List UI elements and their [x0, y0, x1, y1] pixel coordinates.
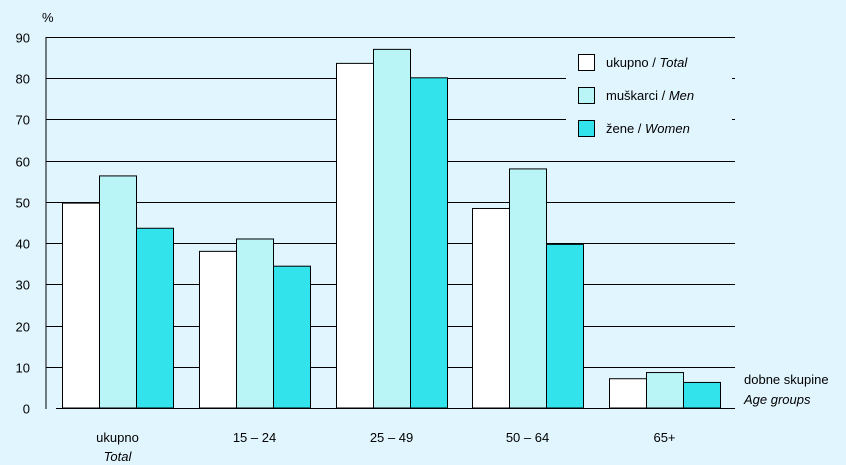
y-axis-unit-label: % [42, 10, 54, 25]
bar-total-4 [472, 207, 510, 409]
bar-men-1 [99, 175, 137, 409]
category-label: 50 – 64 [506, 430, 549, 445]
y-tick-label: 10 [16, 361, 30, 376]
bar-women-2 [273, 265, 311, 409]
category-label: 15 – 24 [233, 430, 276, 445]
y-axis-tick-labels: 0 10 20 30 40 50 60 70 80 90 [16, 31, 30, 417]
y-tick-label: 50 [16, 196, 30, 211]
legend-label-women: žene / Women [606, 121, 690, 136]
x-axis-category-labels: ukupno Total 15 – 24 25 – 49 50 – 64 65+ [96, 430, 675, 464]
category-label: ukupno [96, 430, 139, 445]
bar-men-4 [509, 168, 547, 409]
bar-women-1 [136, 227, 174, 409]
bar-men-2 [236, 238, 274, 409]
bar-women-5 [683, 381, 721, 409]
legend-swatch-women [578, 120, 595, 137]
legend: ukupno / Total muškarci / Men žene / Women [566, 42, 732, 150]
bar-total-2 [199, 250, 237, 409]
y-tick-label: 80 [16, 72, 30, 87]
y-tick-label: 60 [16, 155, 30, 170]
x-axis-title-en: Age groups [743, 392, 811, 407]
y-tick-label: 20 [16, 320, 30, 335]
bars [62, 48, 721, 409]
bar-women-3 [410, 77, 448, 409]
bar-men-5 [646, 372, 684, 409]
y-tick-label: 40 [16, 237, 30, 252]
x-axis-title: dobne skupine [744, 372, 829, 387]
y-tick-label: 0 [23, 402, 30, 417]
y-tick-label: 90 [16, 31, 30, 46]
category-label: 25 – 49 [370, 430, 413, 445]
y-tick-label: 70 [16, 113, 30, 128]
category-label: 65+ [653, 430, 675, 445]
bar-total-5 [609, 378, 647, 409]
category-label-en: Total [104, 449, 133, 464]
legend-swatch-total [578, 54, 595, 71]
bar-total-1 [62, 202, 100, 409]
legend-label-men: muškarci / Men [606, 88, 694, 103]
bar-total-3 [336, 62, 374, 409]
bar-women-4 [546, 243, 584, 409]
bar-men-3 [373, 48, 411, 409]
legend-swatch-men [578, 87, 595, 104]
legend-label-total: ukupno / Total [606, 55, 688, 70]
y-tick-label: 30 [16, 278, 30, 293]
